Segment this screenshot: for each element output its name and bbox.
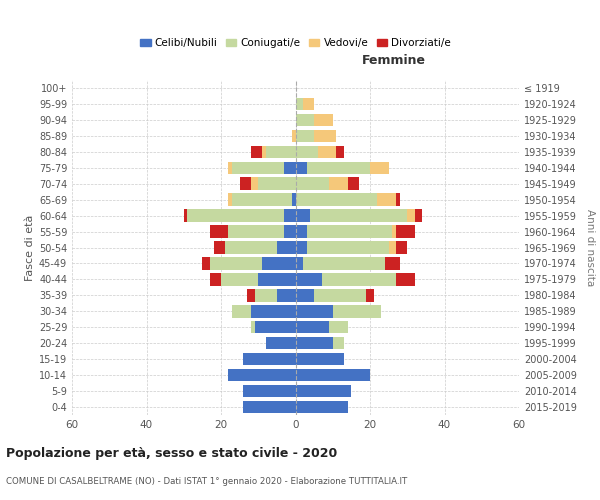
Bar (254, 289, 277, 302)
Bar (284, 210, 296, 222)
Bar (389, 242, 396, 254)
Bar (314, 289, 366, 302)
Bar (251, 305, 296, 318)
Bar (296, 353, 344, 366)
Bar (322, 273, 396, 285)
Y-axis label: Fasce di età: Fasce di età (25, 214, 35, 280)
Bar (277, 242, 296, 254)
Bar (392, 226, 396, 238)
Bar (337, 146, 344, 158)
Bar (251, 146, 262, 158)
Bar (396, 242, 407, 254)
Bar (254, 321, 296, 334)
Bar (262, 146, 266, 158)
Bar (415, 210, 422, 222)
Bar (221, 273, 258, 285)
Bar (184, 210, 187, 222)
Bar (303, 257, 385, 270)
Bar (292, 130, 296, 142)
Bar (296, 194, 377, 206)
Bar (314, 130, 337, 142)
Bar (296, 337, 333, 349)
Bar (247, 289, 254, 302)
Bar (296, 385, 352, 398)
Bar (396, 273, 415, 285)
Bar (377, 194, 396, 206)
Bar (262, 257, 296, 270)
Bar (366, 289, 374, 302)
Bar (307, 242, 389, 254)
Bar (347, 178, 359, 190)
Bar (232, 194, 292, 206)
Bar (229, 369, 296, 382)
Bar (225, 242, 277, 254)
Bar (296, 98, 303, 110)
Bar (296, 273, 322, 285)
Bar (210, 257, 262, 270)
Bar (244, 353, 296, 366)
Bar (296, 146, 318, 158)
Bar (296, 289, 314, 302)
Bar (407, 210, 415, 222)
Bar (318, 146, 337, 158)
Bar (385, 257, 400, 270)
Bar (396, 226, 415, 238)
Bar (266, 146, 296, 158)
Bar (370, 162, 389, 174)
Bar (307, 226, 392, 238)
Bar (307, 162, 370, 174)
Bar (277, 289, 296, 302)
Bar (229, 194, 232, 206)
Bar (244, 401, 296, 413)
Bar (239, 178, 251, 190)
Bar (251, 321, 254, 334)
Bar (292, 194, 296, 206)
Text: Popolazione per età, sesso e stato civile - 2020: Popolazione per età, sesso e stato civil… (6, 448, 337, 460)
Text: COMUNE DI CASALBELTRAME (NO) - Dati ISTAT 1° gennaio 2020 - Elaborazione TUTTITA: COMUNE DI CASALBELTRAME (NO) - Dati ISTA… (6, 478, 407, 486)
Y-axis label: Anni di nascita: Anni di nascita (585, 209, 595, 286)
Bar (266, 337, 296, 349)
Bar (229, 226, 284, 238)
Bar (187, 210, 284, 222)
Bar (333, 337, 344, 349)
Bar (333, 305, 381, 318)
Bar (258, 178, 296, 190)
Bar (296, 257, 303, 270)
Bar (314, 114, 333, 126)
Bar (296, 114, 314, 126)
Bar (329, 178, 347, 190)
Bar (244, 385, 296, 398)
Bar (258, 273, 296, 285)
Bar (296, 305, 333, 318)
Bar (296, 226, 307, 238)
Bar (251, 178, 258, 190)
Bar (296, 401, 347, 413)
Bar (296, 178, 329, 190)
Bar (232, 305, 251, 318)
Legend: Celibi/Nubili, Coniugati/e, Vedovi/e, Divorziati/e: Celibi/Nubili, Coniugati/e, Vedovi/e, Di… (140, 38, 451, 48)
Bar (284, 226, 296, 238)
Bar (202, 257, 210, 270)
Bar (284, 162, 296, 174)
Bar (396, 194, 400, 206)
Bar (296, 130, 314, 142)
Bar (310, 210, 407, 222)
Bar (214, 242, 225, 254)
Bar (229, 162, 232, 174)
Bar (210, 226, 229, 238)
Bar (329, 321, 347, 334)
Bar (296, 242, 307, 254)
Bar (296, 162, 307, 174)
Text: Femmine: Femmine (362, 54, 426, 66)
Bar (210, 273, 221, 285)
Bar (296, 210, 310, 222)
Bar (296, 321, 329, 334)
Bar (296, 369, 370, 382)
Bar (303, 98, 314, 110)
Bar (232, 162, 284, 174)
